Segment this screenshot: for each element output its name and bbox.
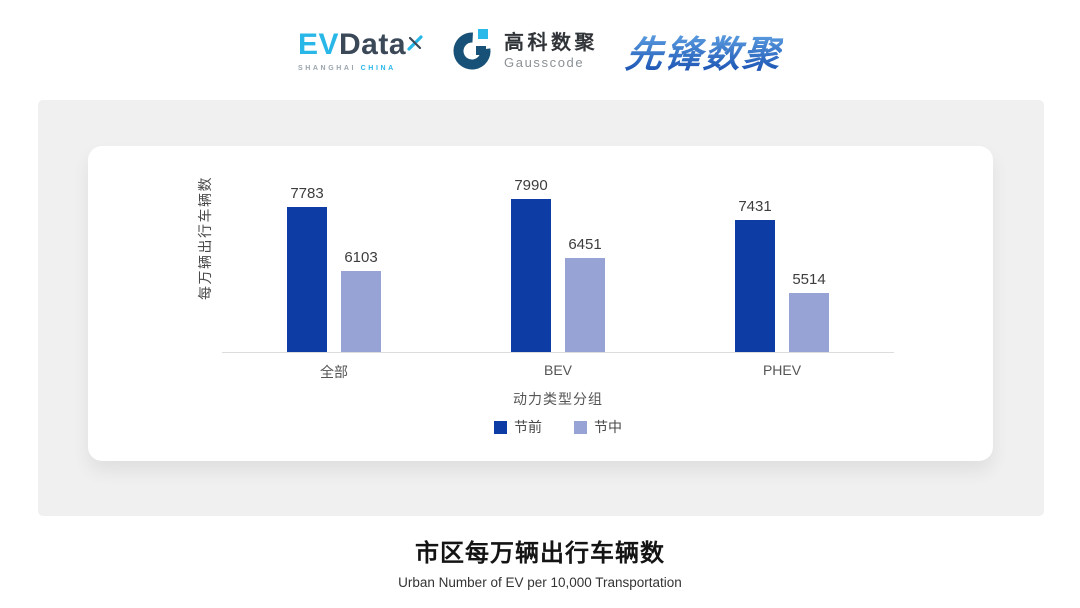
gausscode-logo: 高科数聚 Gausscode bbox=[451, 26, 598, 77]
legend-swatch-icon bbox=[574, 420, 587, 434]
evdata-wordmark: EV Data bbox=[298, 30, 423, 60]
bar-value-label: 7783 bbox=[290, 185, 324, 202]
x-axis-label: 动力类型分组 bbox=[513, 391, 603, 407]
bar-value-label: 6451 bbox=[568, 236, 602, 253]
legend-label: 节前 bbox=[514, 419, 542, 435]
bar-mid-holiday: 5514 bbox=[789, 271, 829, 352]
legend-item: 节前 bbox=[494, 417, 542, 437]
bar-group: 7783 6103 全部 bbox=[287, 185, 381, 380]
bar-pre-holiday: 7990 bbox=[511, 177, 551, 352]
evdata-logo: EV Data SHANGHAI CHINA bbox=[298, 30, 423, 72]
legend-swatch-icon bbox=[494, 420, 507, 434]
evdata-sub-left: SHANGHAI bbox=[297, 65, 361, 72]
bar-pre-holiday: 7783 bbox=[287, 185, 327, 352]
evdata-subtitle: SHANGHAI CHINA bbox=[298, 65, 423, 72]
legend-label: 节中 bbox=[594, 419, 622, 435]
gausscode-cn-text: 高科数聚 bbox=[504, 31, 599, 54]
evdata-sub-right: CHINA bbox=[360, 65, 396, 72]
bar-group: 7431 5514 PHEV bbox=[735, 198, 829, 378]
bar-group: 7990 6451 BEV bbox=[511, 177, 605, 378]
bar-value-label: 7990 bbox=[514, 177, 548, 194]
category-label: PHEV bbox=[762, 362, 802, 378]
legend: 节前 节中 bbox=[494, 417, 622, 437]
bar-value-label: 6103 bbox=[344, 249, 378, 266]
category-label: BEV bbox=[543, 362, 573, 378]
legend-item: 节中 bbox=[574, 417, 622, 437]
bar-mid-holiday: 6103 bbox=[341, 249, 381, 352]
evdata-data-text: Data bbox=[339, 28, 407, 61]
gausscode-g-icon bbox=[451, 26, 495, 77]
bar-value-label: 5514 bbox=[792, 271, 826, 288]
category-label: 全部 bbox=[320, 364, 348, 380]
chart-card: 每万辆出行车辆数 7783 6103 全部 7990 6451 BEV 7431 5514 PH… bbox=[88, 146, 993, 461]
page-title: 市区每万辆出行车辆数 bbox=[415, 540, 665, 567]
chart-panel: 每万辆出行车辆数 7783 6103 全部 7990 6451 BEV 7431 5514 PH… bbox=[38, 100, 1044, 516]
y-axis-label: 每万辆出行车辆数 bbox=[197, 176, 213, 300]
pioneer-logo: 先锋数聚 bbox=[623, 24, 785, 78]
bar-value-label: 7431 bbox=[738, 198, 772, 215]
evdata-ev-text: EV bbox=[297, 28, 339, 61]
gausscode-en-text: Gausscode bbox=[504, 54, 585, 70]
bar-pre-holiday: 7431 bbox=[735, 198, 775, 352]
logo-bar: EV Data SHANGHAI CHINA 高科数聚 Gausscode 先锋 bbox=[0, 20, 1080, 82]
gausscode-wordmark: 高科数聚 Gausscode bbox=[504, 32, 598, 70]
footer: 市区每万辆出行车辆数 Urban Number of EV per 10,000… bbox=[0, 533, 1080, 590]
evdata-x-icon bbox=[407, 27, 423, 57]
page-subtitle: Urban Number of EV per 10,000 Transporta… bbox=[398, 575, 682, 590]
plot-area: 7783 6103 全部 7990 6451 BEV 7431 5514 PHEV bbox=[222, 146, 894, 380]
bar-mid-holiday: 6451 bbox=[565, 236, 605, 352]
